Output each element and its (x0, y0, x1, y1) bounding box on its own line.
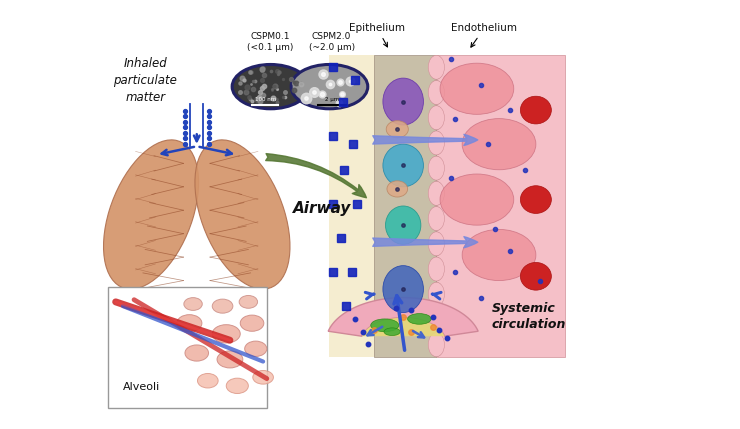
Ellipse shape (430, 131, 443, 155)
Ellipse shape (408, 314, 431, 324)
Ellipse shape (240, 315, 264, 331)
Text: CSPM0.1
(<0.1 μm): CSPM0.1 (<0.1 μm) (247, 32, 294, 52)
FancyArrowPatch shape (373, 237, 478, 248)
FancyBboxPatch shape (108, 287, 267, 408)
Ellipse shape (428, 81, 445, 105)
FancyArrowPatch shape (266, 154, 366, 198)
Bar (190, 104, 204, 146)
Bar (437, 54, 565, 357)
Ellipse shape (520, 186, 551, 214)
Ellipse shape (430, 308, 443, 332)
Ellipse shape (384, 328, 400, 335)
Ellipse shape (462, 230, 536, 281)
Ellipse shape (387, 181, 408, 197)
FancyArrowPatch shape (373, 134, 478, 145)
Ellipse shape (253, 371, 273, 384)
Ellipse shape (386, 206, 421, 245)
Ellipse shape (428, 106, 445, 130)
Text: 100 nm: 100 nm (255, 97, 276, 103)
Polygon shape (329, 298, 478, 336)
Ellipse shape (430, 207, 443, 230)
Ellipse shape (195, 140, 290, 289)
Text: Alveoli: Alveoli (123, 382, 161, 392)
Ellipse shape (212, 299, 233, 313)
Ellipse shape (520, 96, 551, 124)
Text: Inhaled
particulate
matter: Inhaled particulate matter (113, 57, 177, 104)
Bar (374, 54, 437, 357)
Ellipse shape (177, 314, 202, 332)
Ellipse shape (430, 106, 443, 130)
Ellipse shape (428, 156, 445, 180)
Ellipse shape (520, 263, 551, 290)
Text: Endothelium: Endothelium (451, 23, 517, 47)
Polygon shape (362, 317, 445, 336)
Ellipse shape (430, 232, 443, 256)
Ellipse shape (428, 207, 445, 230)
Ellipse shape (383, 144, 423, 187)
Ellipse shape (430, 156, 443, 180)
Ellipse shape (440, 63, 514, 115)
Ellipse shape (428, 282, 445, 306)
Text: Epithelium: Epithelium (349, 23, 406, 47)
Text: Systemic
circulation: Systemic circulation (491, 302, 566, 331)
Ellipse shape (430, 81, 443, 105)
Ellipse shape (383, 266, 423, 313)
Ellipse shape (430, 257, 443, 281)
Text: 2 μm: 2 μm (325, 97, 339, 103)
Ellipse shape (428, 308, 445, 332)
Ellipse shape (245, 341, 267, 356)
Ellipse shape (428, 257, 445, 281)
Ellipse shape (462, 118, 536, 170)
Ellipse shape (428, 333, 445, 356)
Bar (329, 54, 375, 357)
Ellipse shape (371, 319, 399, 332)
Ellipse shape (428, 232, 445, 256)
Ellipse shape (184, 298, 202, 311)
Ellipse shape (440, 174, 514, 225)
Ellipse shape (386, 121, 408, 138)
Ellipse shape (428, 131, 445, 155)
Ellipse shape (430, 55, 443, 79)
Ellipse shape (212, 325, 241, 343)
Ellipse shape (428, 55, 445, 79)
Ellipse shape (430, 282, 443, 306)
Ellipse shape (226, 378, 249, 393)
Ellipse shape (185, 345, 209, 361)
Ellipse shape (198, 374, 218, 388)
Text: Airway: Airway (293, 201, 352, 216)
Ellipse shape (430, 333, 443, 356)
Ellipse shape (430, 181, 443, 205)
Ellipse shape (428, 181, 445, 205)
Ellipse shape (217, 351, 243, 368)
Ellipse shape (383, 78, 423, 125)
Text: CSPM2.0
(~2.0 μm): CSPM2.0 (~2.0 μm) (309, 32, 354, 52)
Ellipse shape (104, 140, 198, 289)
Circle shape (291, 64, 368, 109)
Circle shape (232, 64, 309, 109)
Ellipse shape (239, 296, 258, 308)
